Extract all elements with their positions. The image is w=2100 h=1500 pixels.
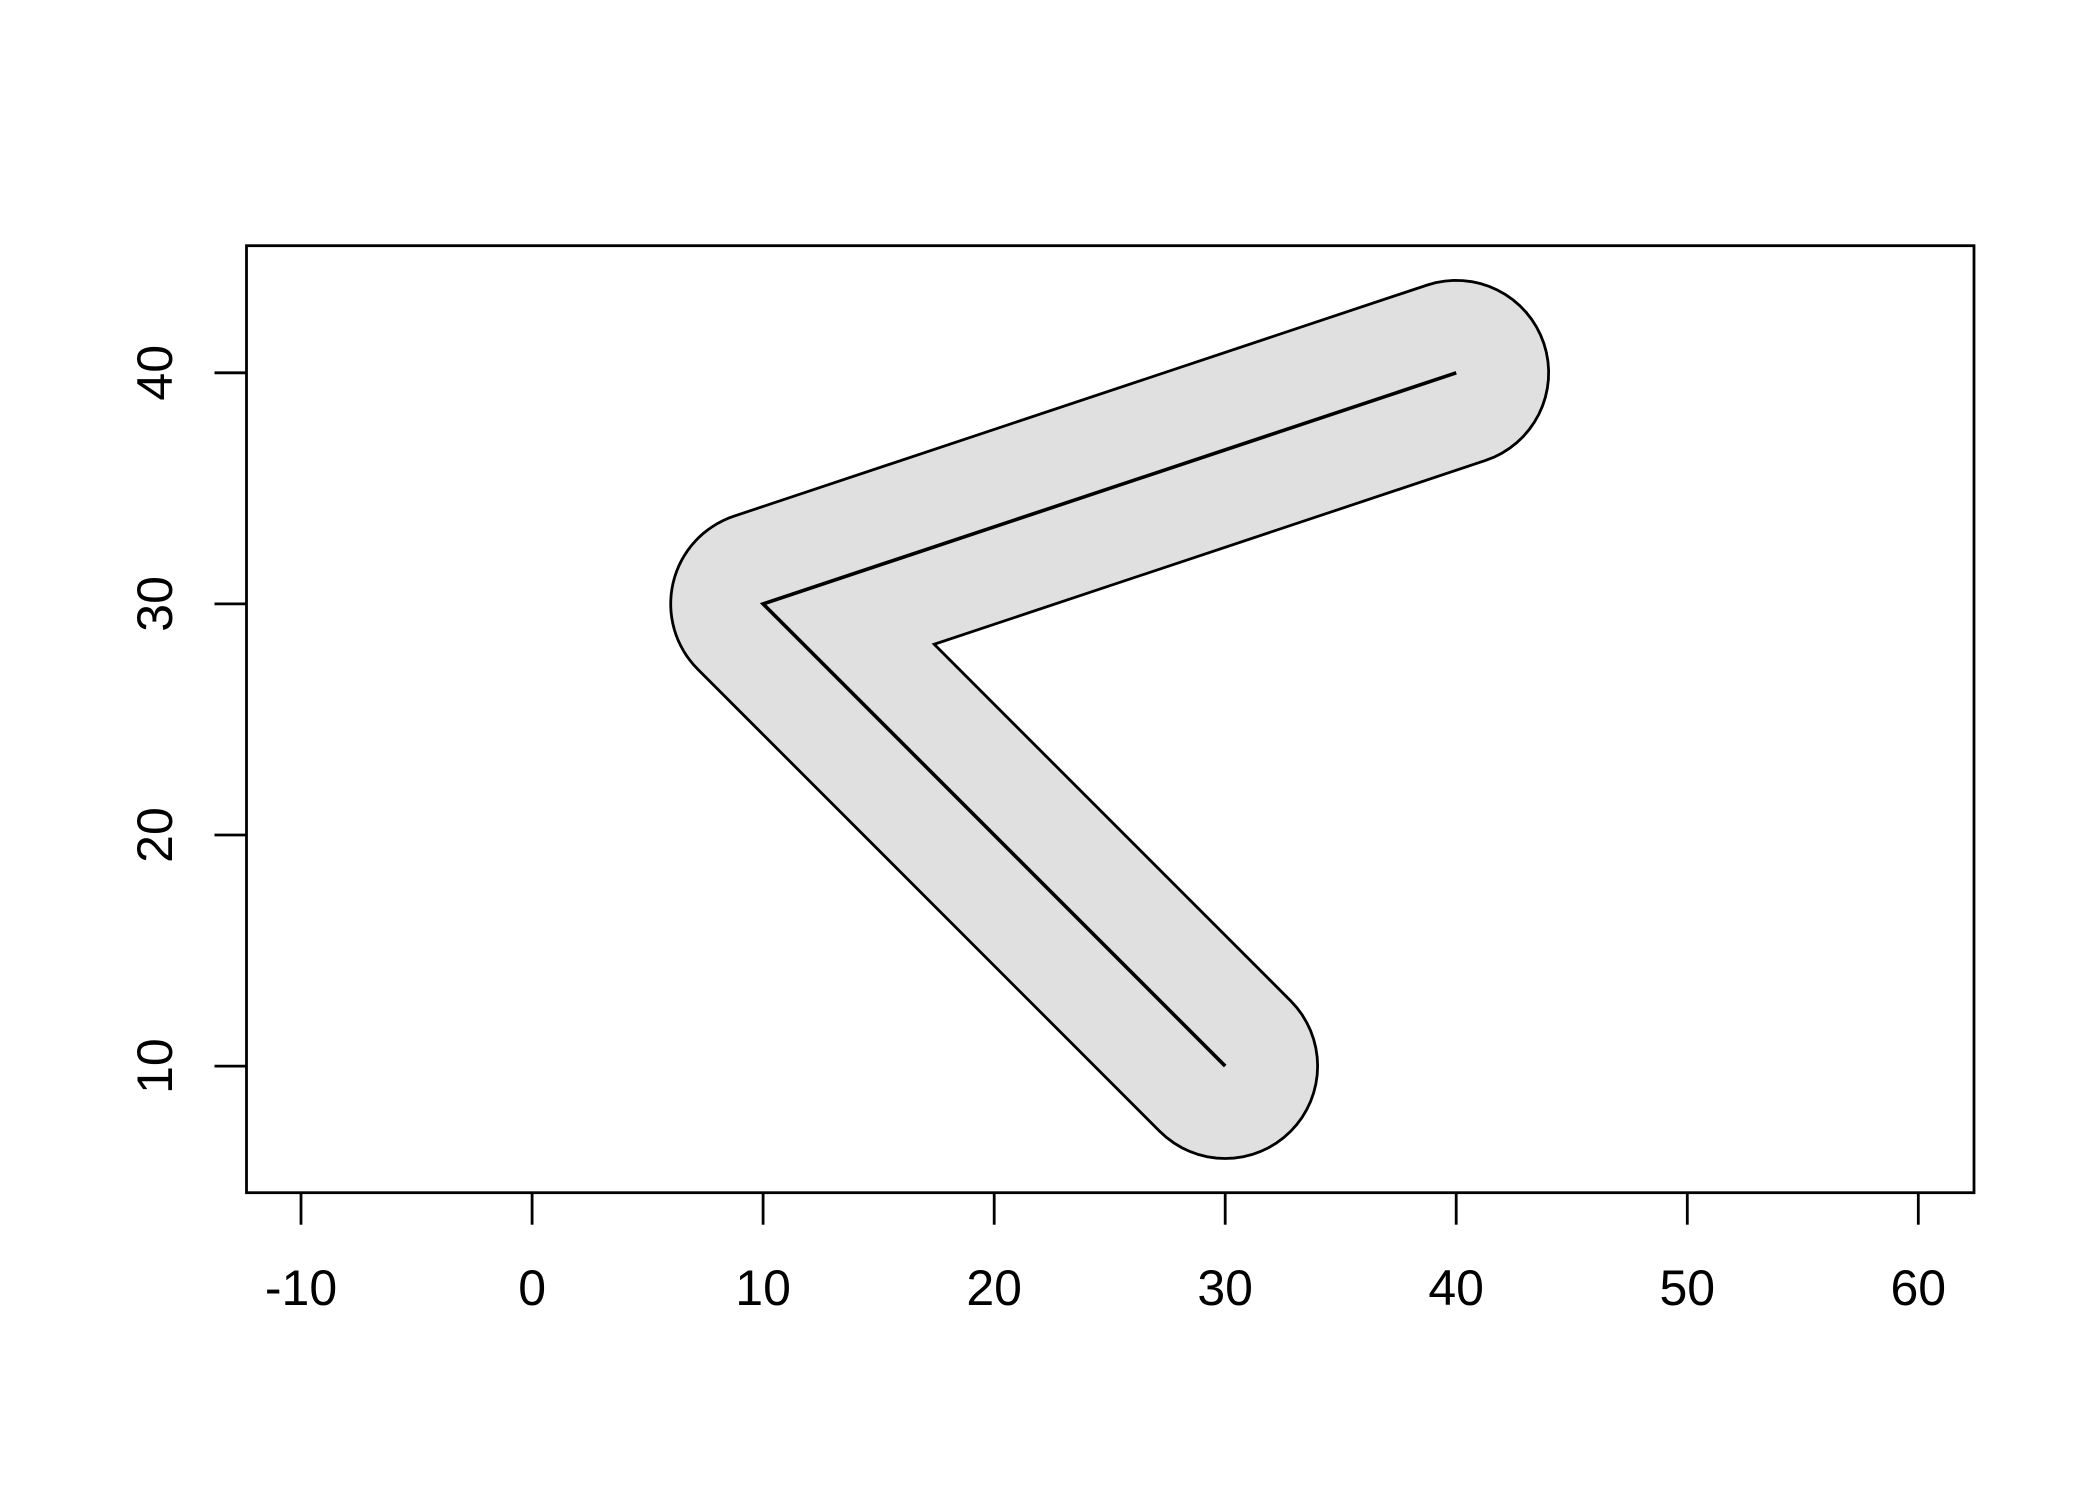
x-axis-tick-label: -10 xyxy=(265,1260,337,1316)
x-axis-tick-label: 20 xyxy=(966,1260,1022,1316)
x-axis-tick-label: 40 xyxy=(1428,1260,1484,1316)
x-axis-tick-label: 30 xyxy=(1197,1260,1253,1316)
center-polyline xyxy=(759,371,1457,1068)
x-axis-tick-label: 50 xyxy=(1659,1260,1715,1316)
plot-box xyxy=(245,244,1976,1195)
buffer-polygon xyxy=(669,278,1551,1160)
x-axis-tick-label: 60 xyxy=(1890,1260,1946,1316)
x-axis-tick-label: 0 xyxy=(518,1260,546,1316)
y-axis-tick-label: 30 xyxy=(127,576,183,632)
x-axis-tick-label: 10 xyxy=(735,1260,791,1316)
y-axis-tick-label: 40 xyxy=(127,345,183,401)
y-axis-tick-label: 20 xyxy=(127,807,183,863)
y-axis-tick-label: 10 xyxy=(127,1038,183,1094)
